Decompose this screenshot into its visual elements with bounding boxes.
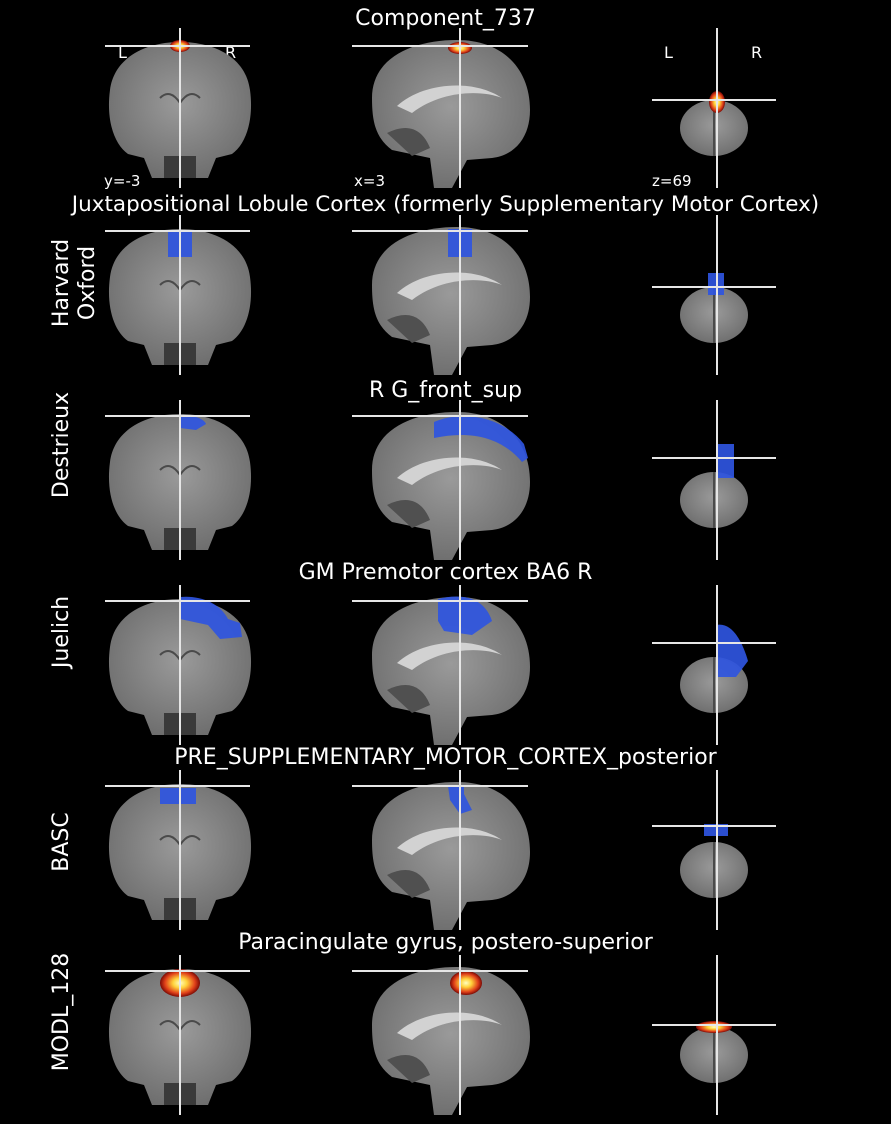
- atlas-label-line2: Oxford: [75, 245, 100, 321]
- atlas-region: [716, 624, 748, 677]
- coord-coronal: y=-3: [104, 172, 141, 190]
- cerebellum: [387, 685, 430, 713]
- brain-outline: [372, 967, 530, 1115]
- coord-axial: z=69: [652, 172, 692, 190]
- coronal-slice-component: [105, 28, 252, 188]
- axial-slice-modl: [652, 955, 776, 1115]
- coronal-slice-modl: [105, 955, 252, 1115]
- orient-left-axial: L: [664, 43, 673, 62]
- axial-slice-component: [652, 28, 776, 188]
- coronal-slice-basc: [105, 770, 252, 930]
- cerebellum: [387, 315, 430, 343]
- atlas-label-harvard-oxford: Harvard Oxford: [49, 239, 101, 327]
- atlas-region: [160, 788, 196, 804]
- sagittal-slice-basc: [352, 770, 530, 930]
- cerebellum: [387, 128, 430, 156]
- row-title-modl: Paracingulate gyrus, postero-superior: [238, 930, 653, 955]
- corpus-callosum: [397, 85, 502, 113]
- sagittal-slice-modl: [352, 955, 530, 1115]
- sagittal-slice-juelich: [352, 585, 530, 745]
- sagittal-slice-harvard-oxford: [352, 215, 530, 375]
- axial-slice-basc: [652, 770, 776, 930]
- orient-right-axial: R: [751, 43, 763, 62]
- coronal-slice-harvard-oxford: [105, 215, 252, 375]
- orient-right-coronal: R: [225, 43, 237, 62]
- axial-slice-harvard-oxford: [652, 215, 776, 375]
- orient-left-coronal: L: [118, 43, 127, 62]
- corpus-callosum: [397, 1012, 502, 1040]
- axial-slice-juelich: [652, 585, 776, 745]
- axial-slice-destrieux: [652, 400, 776, 560]
- cerebellum: [387, 500, 430, 528]
- corpus-callosum: [397, 642, 502, 670]
- corpus-callosum: [397, 827, 502, 855]
- brain-outline: [372, 782, 530, 930]
- component-title: Component_737: [355, 6, 536, 31]
- atlas-region: [180, 415, 206, 430]
- atlas-region: [716, 444, 734, 478]
- row-title-destrieux: R G_front_sup: [368, 378, 523, 403]
- atlas-region: [180, 596, 242, 639]
- cerebellum: [387, 870, 430, 898]
- atlas-label-basc: BASC: [49, 812, 74, 872]
- corpus-callosum: [397, 272, 502, 300]
- coronal-slice-destrieux: [105, 400, 252, 560]
- row-title-harvard-oxford: Juxtapositional Lobule Cortex (formerly …: [71, 192, 820, 217]
- activation-blob: [696, 1021, 732, 1033]
- sagittal-slice-destrieux: [352, 400, 530, 560]
- corpus-callosum: [397, 457, 502, 485]
- coord-sagittal: x=3: [354, 172, 385, 190]
- atlas-label-line1: Harvard: [49, 238, 74, 328]
- atlas-label-modl: MODL_128: [49, 952, 74, 1072]
- brain-outline: [372, 40, 530, 188]
- row-title-basc: PRE_SUPPLEMENTARY_MOTOR_CORTEX_posterior: [174, 745, 717, 770]
- row-title-juelich: GM Premotor cortex BA6 R: [298, 560, 593, 585]
- sagittal-slice-component: [352, 28, 530, 188]
- atlas-region: [438, 596, 492, 635]
- activation-blob: [450, 971, 482, 995]
- atlas-label-destrieux: Destrieux: [49, 391, 74, 499]
- atlas-label-juelich: Juelich: [49, 595, 74, 669]
- cerebellum: [387, 1055, 430, 1083]
- atlas-region: [434, 416, 528, 462]
- coronal-slice-juelich: [105, 585, 252, 745]
